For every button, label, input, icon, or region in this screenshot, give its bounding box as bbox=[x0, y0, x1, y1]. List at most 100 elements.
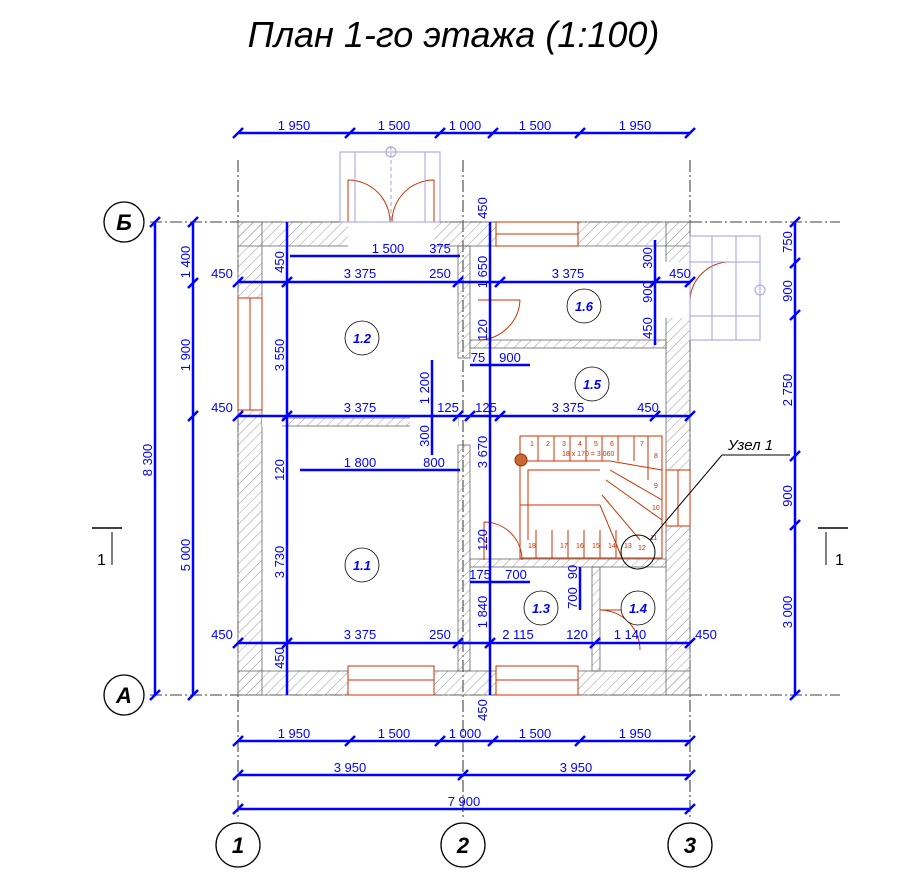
dim-v-right: 300 900 450 bbox=[640, 247, 655, 339]
dim-text: 125 bbox=[437, 400, 459, 415]
plan-title: План 1-го этажа (1:100) bbox=[247, 14, 660, 55]
node-label: Узел 1 bbox=[727, 437, 773, 454]
dim-text: 250 bbox=[429, 627, 451, 642]
dim-text: 75 bbox=[471, 350, 485, 365]
dim-text: 90 bbox=[565, 565, 580, 579]
stair-step-number: 7 bbox=[640, 441, 644, 448]
dim-text: 450 bbox=[475, 197, 490, 219]
windows bbox=[237, 221, 691, 696]
dim-text: 900 bbox=[640, 281, 655, 303]
dim-text: 1 500 bbox=[519, 118, 552, 133]
dim-text: 300 bbox=[640, 247, 655, 269]
stair-step-number: 14 bbox=[608, 543, 616, 550]
dim-text: 1 000 bbox=[449, 118, 482, 133]
dim-v-mid: 1 200 300 bbox=[417, 372, 432, 447]
stair-step-number: 6 bbox=[610, 441, 614, 448]
dim-row1: 450 3 375 250 3 375 450 bbox=[211, 266, 691, 281]
dim-text: 900 bbox=[499, 350, 521, 365]
stair-step-number: 13 bbox=[624, 543, 632, 550]
room-1-6: 1.6 bbox=[575, 299, 594, 314]
dim-text: 450 bbox=[695, 627, 717, 642]
dim-text: 120 bbox=[566, 627, 588, 642]
axis-bubbles bbox=[103, 201, 713, 868]
stair-step-number: 4 bbox=[578, 441, 582, 448]
dim-text: 900 bbox=[780, 485, 795, 507]
dim-text: 375 bbox=[429, 241, 451, 256]
dim-text: 3 730 bbox=[272, 546, 287, 579]
dim-text: 1 500 bbox=[378, 118, 411, 133]
dim-text: 450 bbox=[272, 647, 287, 669]
dim-text: 1 950 bbox=[278, 118, 311, 133]
room-1-3: 1.3 bbox=[532, 601, 551, 616]
dim-text: 1 500 bbox=[378, 726, 411, 741]
stair-step-number: 5 bbox=[594, 441, 598, 448]
dim-text: 3 950 bbox=[334, 760, 367, 775]
dim-bottom2: 3 950 3 950 bbox=[334, 760, 593, 775]
dim-text: 1 840 bbox=[475, 596, 490, 629]
stair-step-number: 9 bbox=[654, 483, 658, 490]
stair-step-number: 12 bbox=[638, 545, 646, 552]
dim-text: 300 bbox=[417, 425, 432, 447]
dim-text: 450 bbox=[272, 251, 287, 273]
dim-text: 450 bbox=[475, 699, 490, 721]
dimension-lines bbox=[153, 131, 797, 811]
dim-text: 450 bbox=[669, 266, 691, 281]
dim-text: 700 bbox=[505, 567, 527, 582]
dim-text: 120 bbox=[475, 319, 490, 341]
stair-start-marker bbox=[514, 453, 528, 467]
section-mark-right: 1 bbox=[835, 552, 844, 569]
dim-text: 1 950 bbox=[619, 726, 652, 741]
stair-step-number: 11 bbox=[650, 535, 657, 542]
room-markers bbox=[344, 288, 656, 626]
dim-v-left: 450 3 550 120 3 730 450 bbox=[272, 251, 287, 669]
dim-text: 3 375 bbox=[344, 400, 377, 415]
dim-right: 750 900 2 750 900 3 000 bbox=[780, 231, 795, 628]
dimension-ticks bbox=[149, 127, 801, 815]
dim-text: 3 375 bbox=[344, 266, 377, 281]
dim-left: 8 300 1 400 1 900 5 000 bbox=[140, 246, 193, 572]
dim-text: 750 bbox=[780, 231, 795, 253]
dim-text: 450 bbox=[211, 400, 233, 415]
dim-text: 1 500 bbox=[519, 726, 552, 741]
axis-2: 2 bbox=[456, 833, 470, 858]
dim-text: 2 750 bbox=[780, 374, 795, 407]
dim-text: 1 400 bbox=[178, 246, 193, 279]
stair-step-number: 17 bbox=[560, 543, 568, 550]
stair-step-number: 18 bbox=[528, 543, 536, 550]
stair-step-number: 1 bbox=[530, 441, 534, 448]
stair-step-number: 3 bbox=[562, 441, 566, 448]
dim-text: 3 375 bbox=[344, 627, 377, 642]
dim-text: 3 375 bbox=[552, 400, 585, 415]
staircase bbox=[519, 435, 663, 559]
dim-text: 1 950 bbox=[619, 118, 652, 133]
dim-text: 3 670 bbox=[475, 436, 490, 469]
axis-a: А bbox=[115, 683, 132, 708]
dim-text: 1 000 bbox=[449, 726, 482, 741]
dim-top: 1 950 1 500 1 000 1 500 1 950 bbox=[278, 118, 652, 133]
dim-text: 175 bbox=[469, 567, 491, 582]
stair-step-number: 15 bbox=[592, 543, 600, 550]
dim-text: 1 140 bbox=[614, 627, 647, 642]
dim-row3: 450 3 375 250 2 115 120 1 140 450 bbox=[211, 627, 717, 642]
dim-text: 1 950 bbox=[278, 726, 311, 741]
axis-1: 1 bbox=[232, 833, 244, 858]
section-mark-left: 1 bbox=[97, 552, 106, 569]
dim-text: 120 bbox=[272, 459, 287, 481]
dim-inner: 1 500 375 1 800 800 bbox=[344, 241, 451, 470]
room-1-2: 1.2 bbox=[353, 331, 372, 346]
dim-text: 5 000 bbox=[178, 539, 193, 572]
dim-text: 3 000 bbox=[780, 596, 795, 629]
stair-step-number: 16 bbox=[576, 543, 584, 550]
dim-text: 1 500 bbox=[372, 241, 405, 256]
room-1-4: 1.4 bbox=[629, 601, 648, 616]
dim-text: 1 200 bbox=[417, 372, 432, 405]
dim-text: 1 650 bbox=[475, 256, 490, 289]
porch bbox=[339, 146, 766, 341]
dim-small: 75 900 175 700 700 90 bbox=[469, 350, 580, 609]
dim-v-center: 450 1 650 120 3 670 120 1 840 450 bbox=[475, 197, 490, 721]
axis-b: Б bbox=[116, 210, 132, 235]
dim-text: 2 115 bbox=[502, 627, 534, 642]
room-1-5: 1.5 bbox=[583, 377, 602, 392]
